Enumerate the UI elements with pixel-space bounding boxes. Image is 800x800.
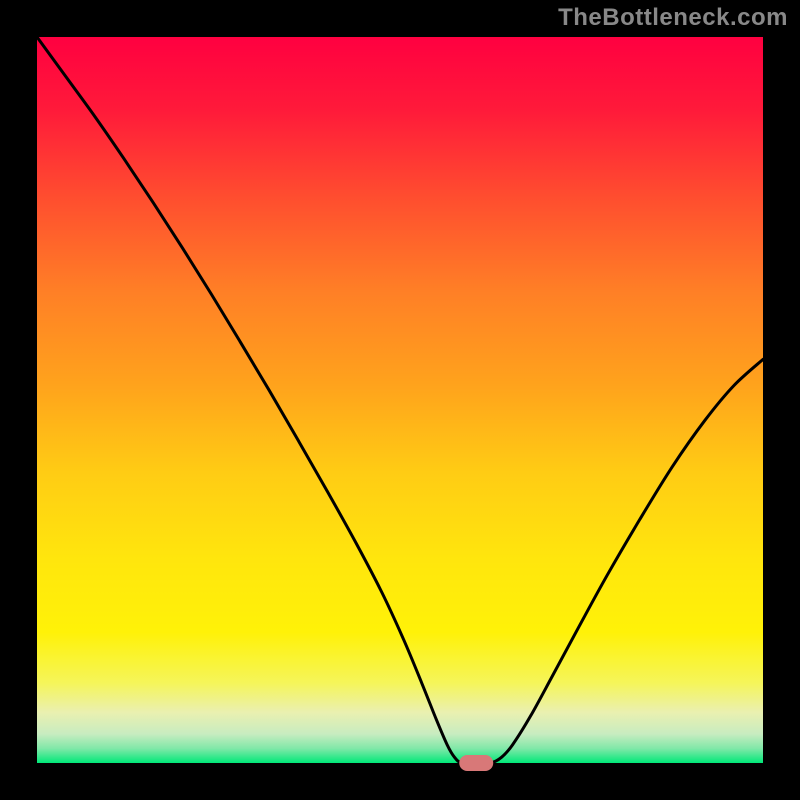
plot-background — [37, 37, 763, 763]
watermark-text: TheBottleneck.com — [558, 4, 788, 32]
chart-canvas — [0, 0, 800, 800]
bottleneck-chart: TheBottleneck.com — [0, 0, 800, 800]
optimal-marker — [459, 755, 493, 771]
